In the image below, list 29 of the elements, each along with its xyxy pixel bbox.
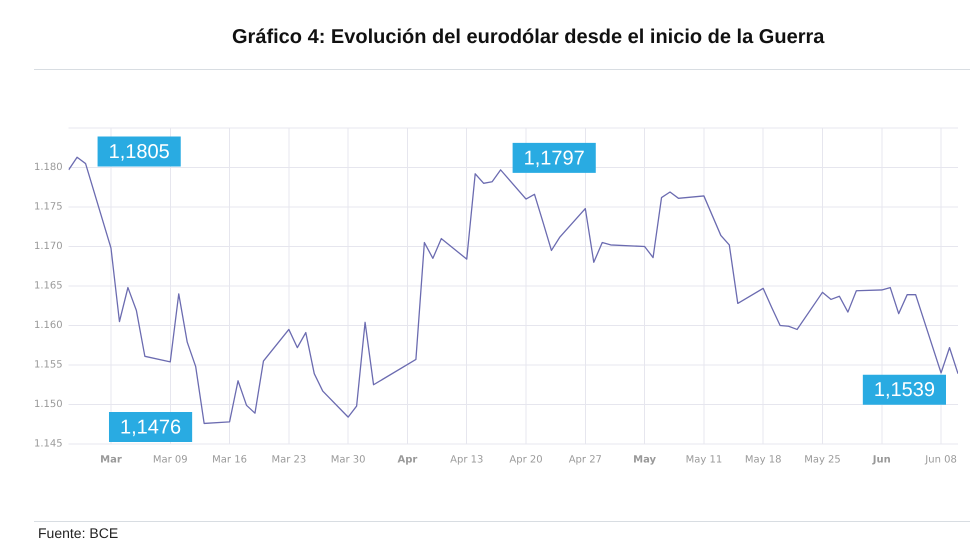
x-tick-label: Mar 30 [330, 454, 366, 466]
y-tick-label: 1.165 [34, 280, 63, 292]
y-tick-label: 1.155 [34, 360, 63, 371]
y-tick-label: 1.170 [34, 241, 63, 252]
x-tick-label: Jun 08 [924, 454, 957, 466]
x-tick-label: Apr 13 [450, 454, 484, 466]
x-tick-label: May 18 [744, 454, 782, 466]
y-tick-label: 1.160 [34, 320, 63, 332]
x-tick-label: Apr 20 [509, 454, 543, 466]
x-tick-label: Mar 16 [212, 454, 247, 466]
x-tick-label: May 11 [686, 454, 722, 466]
annotation: 1,1805 [108, 141, 170, 164]
x-tick-label: Mar [100, 454, 122, 466]
annotation: 1,1539 [874, 379, 935, 402]
x-tick-label: Jun [872, 454, 891, 466]
x-tick-label: May [633, 454, 657, 466]
y-tick-label: 1.150 [34, 399, 63, 410]
y-tick-label: 1.145 [34, 438, 63, 450]
x-tick-label: Mar 23 [271, 454, 306, 466]
y-tick-label: 1.180 [34, 162, 63, 174]
chart-title: Gráfico 4: Evolución del eurodólar desde el inicio de la Guerra [232, 26, 824, 49]
x-tick-label: May 25 [804, 454, 841, 466]
x-tick-label: Apr [398, 454, 418, 466]
x-tick-label: Mar 09 [152, 454, 188, 466]
source-note: Fuente: BCE [38, 525, 118, 541]
annotation: 1,1476 [120, 416, 182, 439]
annotation: 1,1797 [524, 147, 585, 170]
y-tick-label: 1.175 [34, 202, 63, 213]
x-tick-label: Apr 27 [568, 454, 602, 466]
